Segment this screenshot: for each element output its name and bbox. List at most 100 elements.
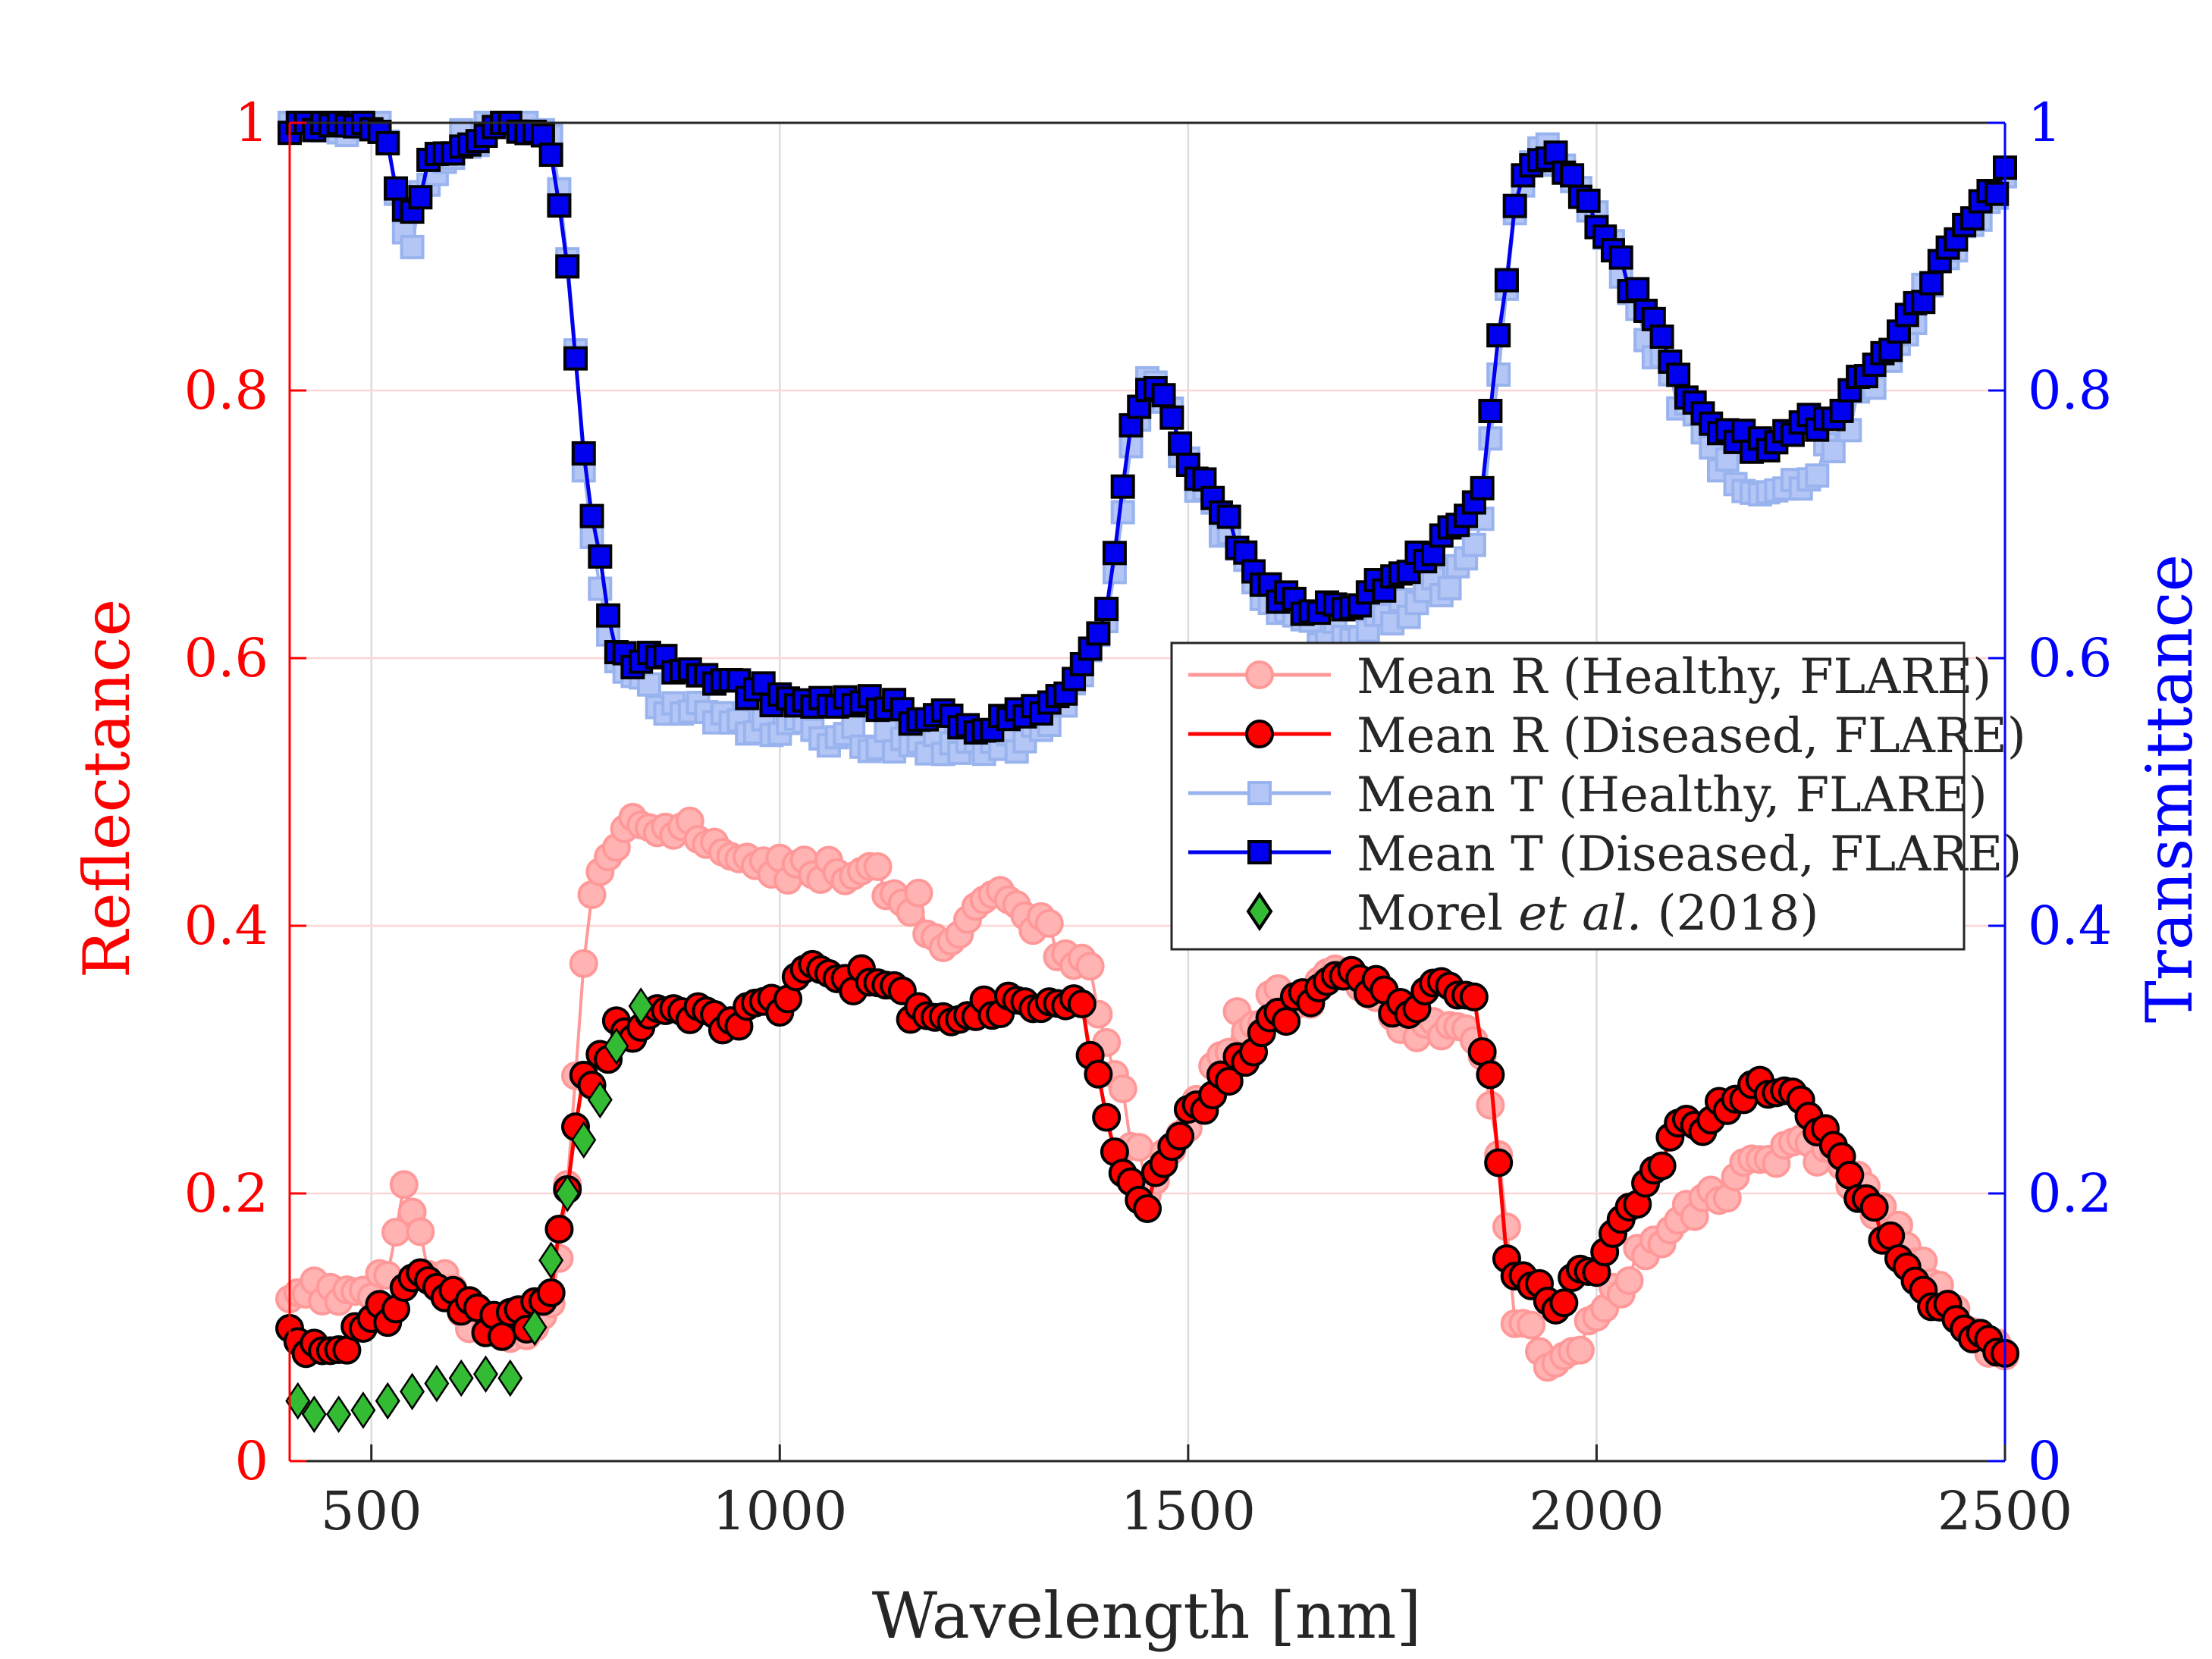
data-point-diseased-t bbox=[1494, 268, 1519, 293]
labels-layer: Wavelength [nm] Reflectance Transmittanc… bbox=[70, 554, 2207, 1653]
x-tick-label: 2500 bbox=[1937, 1480, 2072, 1542]
data-point-healthy-t bbox=[841, 714, 866, 739]
data-point-healthy-r bbox=[1492, 1212, 1521, 1242]
data-point-healthy-t bbox=[1821, 438, 1846, 463]
data-point-morel bbox=[448, 1359, 474, 1397]
legend-marker bbox=[1245, 720, 1274, 748]
data-point-healthy-r bbox=[1565, 1335, 1595, 1365]
data-point-diseased-t bbox=[375, 130, 400, 155]
data-point-diseased-t bbox=[384, 176, 409, 201]
data-point-morel bbox=[301, 1395, 327, 1433]
data-point-diseased-r bbox=[1459, 982, 1489, 1011]
y-left-tick-label: 0 bbox=[234, 1430, 268, 1492]
data-point-diseased-t bbox=[1829, 398, 1854, 423]
data-point-healthy-t bbox=[1805, 463, 1830, 488]
data-point-diseased-t bbox=[1560, 163, 1585, 188]
data-point-healthy-r bbox=[389, 1170, 419, 1200]
data-point-healthy-r bbox=[1517, 1310, 1546, 1340]
legend-marker bbox=[1246, 891, 1273, 932]
data-point-healthy-r bbox=[569, 949, 598, 978]
y-right-axis-label: Transmittance bbox=[2132, 554, 2207, 1023]
data-point-diseased-r bbox=[1166, 1121, 1195, 1151]
data-point-morel bbox=[554, 1174, 580, 1212]
data-point-diseased-t bbox=[1102, 541, 1127, 566]
y-right-tick-label: 0.6 bbox=[2028, 627, 2112, 689]
data-point-diseased-t bbox=[571, 441, 596, 466]
legend: Mean R (Healthy, FLARE)Mean R (Diseased,… bbox=[1170, 641, 2026, 951]
data-point-morel bbox=[628, 987, 654, 1025]
data-point-diseased-r bbox=[1484, 1148, 1514, 1178]
data-point-diseased-t bbox=[1151, 383, 1176, 408]
data-point-diseased-t bbox=[1576, 188, 1601, 213]
data-point-healthy-r bbox=[1075, 952, 1105, 981]
data-point-diseased-t bbox=[1486, 323, 1511, 348]
data-point-diseased-t bbox=[1168, 431, 1193, 456]
data-point-diseased-r bbox=[1272, 1007, 1301, 1036]
series-morel bbox=[285, 987, 654, 1433]
data-point-diseased-t bbox=[547, 193, 572, 218]
data-point-morel bbox=[350, 1391, 376, 1429]
data-point-morel bbox=[522, 1308, 548, 1347]
y-left-tick-label: 1 bbox=[234, 92, 268, 154]
legend-item: Mean R (Healthy, FLARE) bbox=[1188, 649, 1991, 705]
data-point-diseased-t bbox=[1502, 193, 1527, 218]
data-point-diseased-t bbox=[408, 185, 433, 210]
data-point-diseased-t bbox=[1159, 405, 1184, 430]
legend-box bbox=[1170, 641, 1966, 951]
y-right-tick-label: 0.2 bbox=[2028, 1162, 2112, 1225]
y-left-tick-label: 0.6 bbox=[184, 627, 268, 689]
data-point-diseased-t bbox=[555, 254, 580, 279]
data-point-diseased-t bbox=[1094, 597, 1119, 622]
data-point-healthy-r bbox=[863, 852, 893, 882]
y-right-tick-label: 0.4 bbox=[2028, 895, 2112, 957]
data-point-diseased-t bbox=[1919, 271, 1944, 296]
y-left-axis-label: Reflectance bbox=[70, 599, 144, 978]
data-point-morel bbox=[375, 1381, 400, 1420]
y-right-tick-label: 0 bbox=[2028, 1430, 2062, 1492]
x-tick-label: 500 bbox=[321, 1480, 422, 1542]
y-right-tick-label: 1 bbox=[2028, 92, 2062, 154]
x-axis-label: Wavelength [nm] bbox=[872, 1579, 1422, 1653]
data-point-healthy-t bbox=[1437, 575, 1462, 601]
x-tick-label: 1000 bbox=[712, 1480, 847, 1542]
data-point-healthy-t bbox=[1110, 500, 1135, 525]
legend-marker bbox=[1245, 660, 1274, 689]
data-point-diseased-t bbox=[563, 346, 588, 371]
data-point-healthy-t bbox=[1486, 362, 1511, 387]
data-point-healthy-t bbox=[1478, 426, 1503, 451]
data-point-diseased-r bbox=[1859, 1193, 1889, 1222]
data-point-diseased-r bbox=[1084, 1059, 1113, 1089]
data-point-diseased-t bbox=[1608, 245, 1633, 270]
data-point-morel bbox=[497, 1359, 523, 1397]
data-point-diseased-r bbox=[1133, 1194, 1162, 1224]
legend-label: Mean T (Healthy, FLARE) bbox=[1357, 767, 1988, 823]
data-point-morel bbox=[587, 1080, 613, 1119]
legend-item: Mean T (Healthy, FLARE) bbox=[1188, 767, 1988, 823]
data-point-healthy-t bbox=[636, 672, 661, 697]
data-point-diseased-t bbox=[1478, 399, 1503, 424]
data-point-diseased-t bbox=[1625, 277, 1650, 302]
data-point-healthy-r bbox=[1476, 1090, 1505, 1120]
data-point-diseased-t bbox=[1543, 140, 1568, 165]
data-point-diseased-t bbox=[1086, 621, 1111, 646]
data-point-diseased-r bbox=[1647, 1151, 1677, 1181]
legend-label: Morel et al. (2018) bbox=[1357, 886, 1818, 942]
data-point-diseased-t bbox=[579, 503, 604, 528]
series-diseased-r bbox=[275, 949, 2019, 1369]
data-point-diseased-t bbox=[1666, 362, 1691, 387]
data-point-diseased-r bbox=[536, 1278, 566, 1308]
y-left-tick-label: 0.8 bbox=[184, 359, 268, 422]
series-layer bbox=[275, 111, 2019, 1433]
data-point-diseased-t bbox=[1470, 475, 1495, 500]
data-point-diseased-r bbox=[544, 1214, 574, 1243]
data-point-morel bbox=[604, 1027, 629, 1065]
x-tick-label: 1500 bbox=[1121, 1480, 1256, 1542]
data-point-healthy-r bbox=[1614, 1266, 1644, 1296]
legend-label: Mean R (Healthy, FLARE) bbox=[1357, 649, 1991, 705]
data-point-diseased-t bbox=[1216, 504, 1241, 529]
data-point-diseased-r bbox=[1214, 1067, 1244, 1096]
data-point-healthy-r bbox=[1125, 1133, 1154, 1162]
data-point-healthy-r bbox=[406, 1217, 435, 1247]
